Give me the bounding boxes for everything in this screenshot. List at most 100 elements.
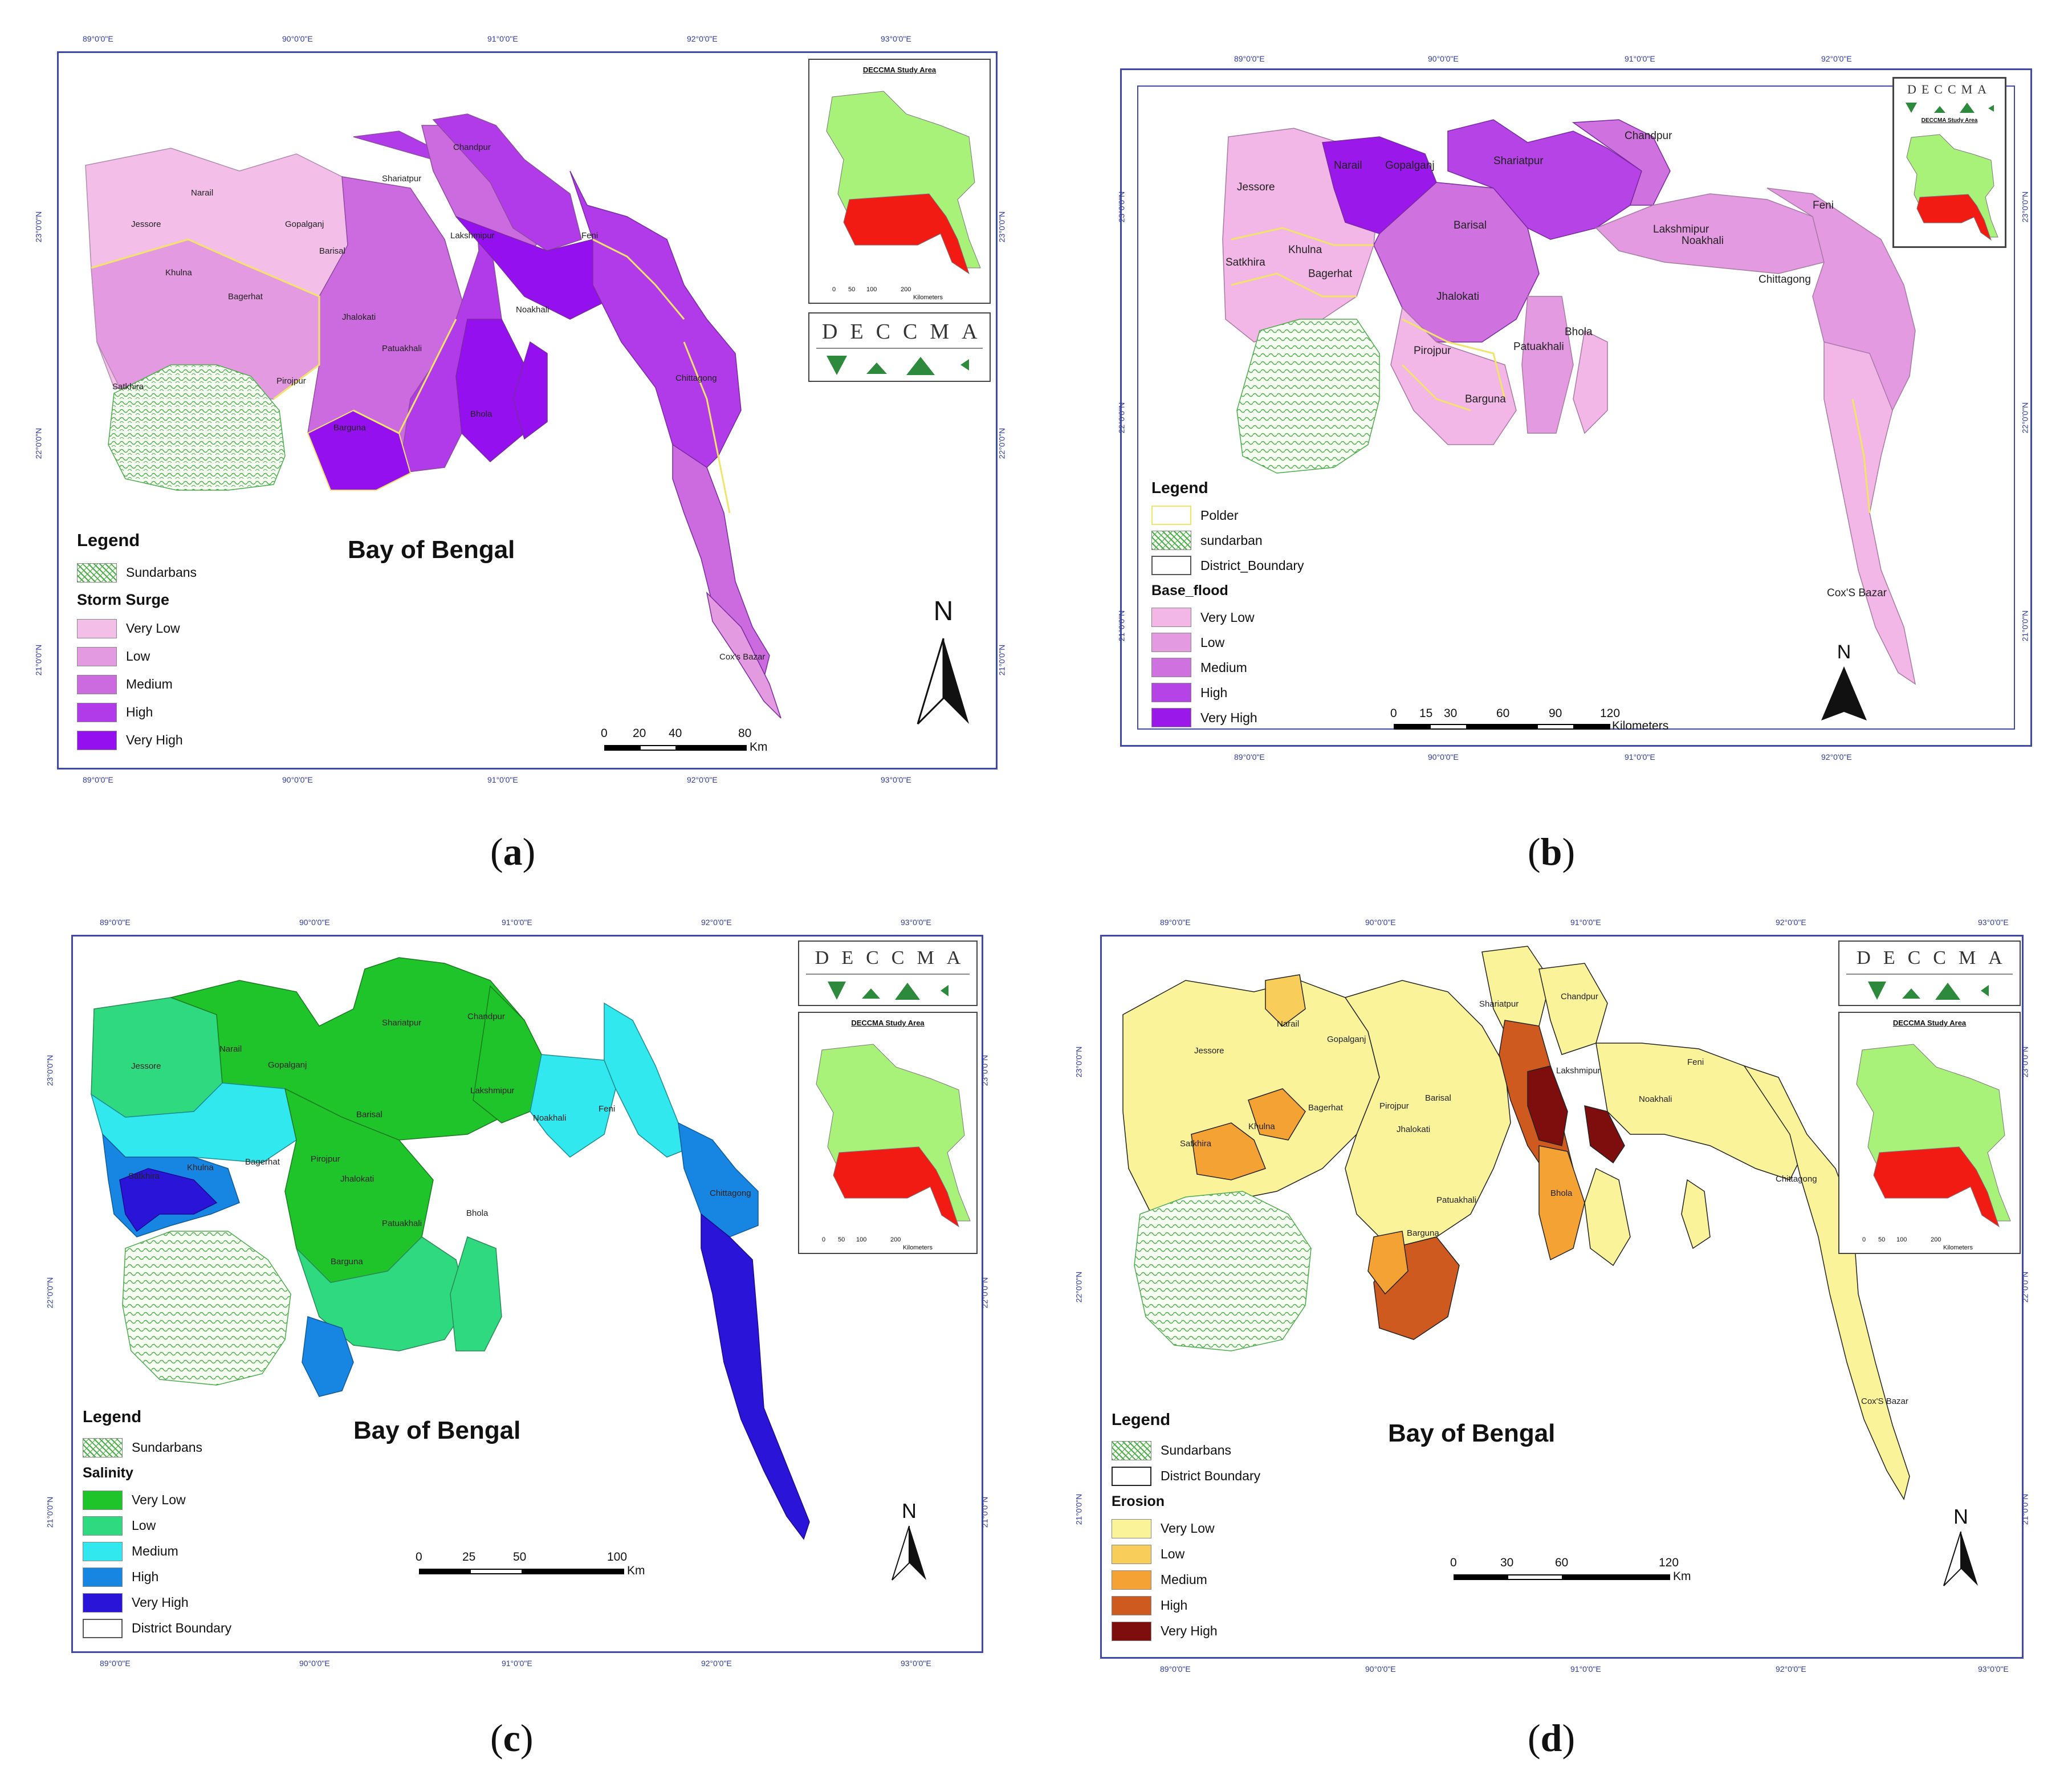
scale-tick: 90 [1549, 707, 1562, 720]
scale-tick: 120 [1600, 707, 1621, 720]
legend-swatch [1151, 608, 1191, 627]
legend-item: District_Boundary [1151, 553, 1304, 578]
scale-tick: 60 [1496, 707, 1510, 720]
region-center [1373, 182, 1540, 343]
deccma-wordmark: DECCMA [1907, 82, 1992, 96]
place-label: Khulna [1248, 1122, 1275, 1131]
lon-label: 91°0'0"E [487, 775, 518, 784]
place-label: Chandpur [1625, 130, 1672, 142]
legend-title: Legend [1151, 479, 1208, 496]
legend-label: High [1200, 685, 1228, 700]
place-label: Noakhali [533, 1113, 567, 1123]
legend-label: Low [126, 649, 150, 663]
lon-label: 90°0'0"E [282, 775, 313, 784]
lat-label: 23°0'0"N [1074, 1046, 1084, 1078]
logo-divider [1846, 974, 2013, 975]
lon-label: 90°0'0"E [1365, 1664, 1396, 1674]
island-3 [512, 341, 548, 440]
inset-title: DECCMA Study Area [1921, 117, 1978, 124]
scale-bar-graphic [1454, 1574, 1670, 1580]
legend-item: sundarban [1151, 528, 1304, 553]
place-label: Bagerhat [1308, 1103, 1343, 1113]
legend-swatch [83, 1516, 123, 1536]
lon-label: 93°0'0"E [881, 34, 911, 43]
scale-unit: Km [627, 1564, 645, 1577]
legend-title: Legend [1112, 1411, 1171, 1429]
legend-subtitle: Erosion [1112, 1493, 1165, 1509]
place-label: Jessore [1237, 181, 1275, 193]
legend-swatch [77, 646, 117, 666]
caption-letter: b [1540, 830, 1562, 873]
lat-label: 22°0'0"N [997, 428, 1007, 459]
lat-label: 23°0'0"N [34, 211, 43, 243]
lat-label: 21°0'0"N [997, 644, 1007, 676]
panel-c: 89°0'0"E 90°0'0"E 91°0'0"E 92°0'0"E 93°0… [0, 895, 1026, 1771]
caption-letter: a [503, 830, 523, 873]
scale-tick: 50 [513, 1550, 527, 1564]
inset-scale-unit: Kilometers [1943, 1244, 1973, 1251]
legend-item: Medium [1112, 1567, 1260, 1593]
place-label: Chittagong [710, 1188, 751, 1198]
legend: Legend Sundarbans District Boundary Eros… [1112, 1411, 1260, 1644]
legend: Legend Polder sundarban District_Boundar… [1151, 479, 1304, 730]
inset-scale-unit: Kilometers [903, 1244, 933, 1251]
legend-title: Legend [83, 1408, 142, 1426]
place-label: Barisal [1454, 219, 1487, 231]
lon-label: 89°0'0"E [1234, 54, 1265, 63]
scale-bar-graphic [1394, 724, 1610, 730]
lon-label: 90°0'0"E [1428, 54, 1459, 63]
lon-label: 89°0'0"E [1160, 918, 1191, 927]
bangladesh-map-icon [826, 91, 981, 275]
place-label: Jhalokati [1397, 1125, 1431, 1134]
lon-label: 90°0'0"E [1428, 752, 1459, 762]
lat-label: 22°0'0"N [980, 1277, 990, 1309]
map-c [90, 957, 810, 1540]
inset-scale-tick: 100 [856, 1236, 867, 1243]
logo-divider [816, 348, 983, 349]
place-label: Pirojpur [1414, 345, 1451, 357]
panel-caption: (d) [1528, 1716, 1576, 1760]
lat-label: 23°0'0"N [2020, 1046, 2030, 1078]
inset-title: DECCMA Study Area [851, 1019, 925, 1027]
lat-label: 21°0'0"N [1117, 610, 1126, 642]
lon-label: 91°0'0"E [1625, 752, 1655, 762]
legend-label: Medium [132, 1544, 178, 1558]
legend-item: Sundarbans [83, 1435, 231, 1460]
place-label: Bhola [466, 1208, 489, 1218]
lon-label: 89°0'0"E [83, 34, 113, 43]
lon-label: 92°0'0"E [701, 1659, 732, 1668]
legend-swatch [1112, 1595, 1151, 1615]
place-label: Noakhali [516, 305, 549, 315]
lon-label: 93°0'0"E [901, 918, 931, 927]
legend-item: High [77, 698, 197, 726]
lon-label: 91°0'0"E [487, 34, 518, 43]
place-label: Bagerhat [1308, 268, 1353, 280]
lon-label: 91°0'0"E [1570, 918, 1601, 927]
lon-label: 93°0'0"E [881, 775, 911, 784]
lon-label: 93°0'0"E [1978, 1664, 2009, 1674]
deccma-wordmark: DECCMA [1857, 947, 2015, 968]
legend-item: Very Low [1112, 1516, 1260, 1541]
inset-scale-tick: 0 [822, 1236, 826, 1243]
place-label: Chittagong [1776, 1174, 1817, 1184]
legend-label: High [126, 705, 153, 719]
inset-scale-tick: 200 [901, 286, 911, 293]
lat-label: 22°0'0"N [1074, 1271, 1084, 1303]
legend-label: High [132, 1569, 159, 1584]
deccma-triangles-icon [828, 982, 949, 1000]
region-chittagong [1743, 1065, 1910, 1500]
north-arrow: N [1818, 641, 1870, 729]
study-area-inset: DECCMA Study Area 0 50 100 200 Kilometer… [798, 1012, 978, 1254]
north-label: N [902, 1499, 917, 1522]
inset-title: DECCMA Study Area [862, 66, 937, 74]
legend-swatch [77, 730, 117, 750]
legend-item: Medium [77, 670, 197, 698]
place-label: Pirojpur [311, 1154, 340, 1164]
lat-label: 21°0'0"N [45, 1496, 55, 1528]
region-bhola [1538, 1145, 1585, 1261]
lat-label: 23°0'0"N [1117, 191, 1126, 223]
lon-label: 89°0'0"E [100, 1659, 131, 1668]
place-label: Feni [599, 1104, 616, 1114]
place-label: Cox'S Bazar [1827, 587, 1887, 599]
lon-label: 91°0'0"E [502, 918, 532, 927]
